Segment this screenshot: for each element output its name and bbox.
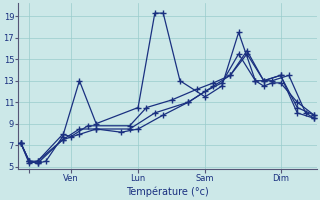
X-axis label: Température (°c): Température (°c)	[126, 186, 209, 197]
